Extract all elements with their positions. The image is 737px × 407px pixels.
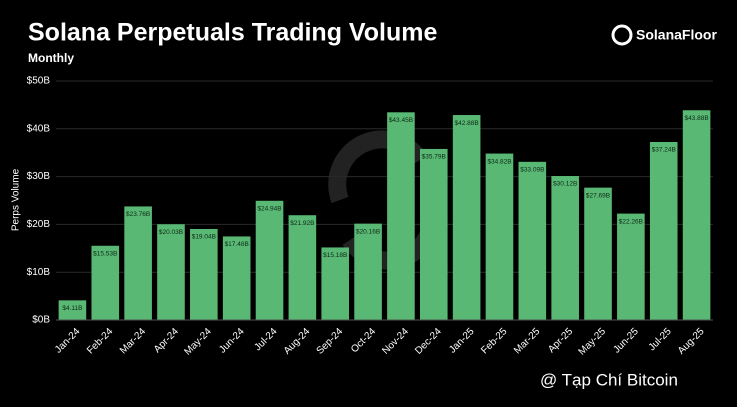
y-axis-label: Perps Volume	[11, 168, 22, 231]
bar	[584, 187, 612, 320]
bar	[255, 200, 284, 320]
value-label: $20.03B	[159, 229, 183, 236]
value-label: $20.16B	[356, 228, 380, 235]
value-label: $37.24B	[652, 147, 676, 154]
value-label: $34.82B	[487, 158, 511, 165]
value-label: $33.09B	[520, 167, 544, 174]
bar	[190, 228, 218, 320]
bar	[649, 141, 678, 320]
bar	[157, 224, 185, 320]
bar	[354, 223, 382, 320]
bar	[551, 176, 579, 320]
bar	[222, 236, 251, 320]
brand-name: SolanaFloor	[636, 27, 717, 43]
value-label: $27.69B	[586, 192, 610, 199]
y-tick-label: $40B	[27, 123, 51, 134]
y-tick-label: $50B	[27, 76, 51, 87]
value-label: $43.45B	[389, 117, 413, 124]
chart-title: Solana Perpetuals Trading Volume	[28, 19, 437, 47]
brand-logo: SolanaFloor	[611, 24, 717, 46]
bar	[387, 112, 415, 321]
bar	[485, 153, 514, 320]
value-label: $22.26B	[619, 218, 643, 225]
value-label: $35.79B	[422, 154, 446, 161]
bar	[288, 215, 317, 320]
value-label: $4.11B	[62, 305, 82, 312]
value-label: $42.88B	[455, 120, 479, 127]
value-label: $21.92B	[290, 220, 314, 227]
bar	[124, 206, 152, 320]
watermark: @ Tạp Chí Bitcoin	[540, 370, 678, 389]
value-label: $23.76B	[126, 211, 150, 218]
value-label: $19.04B	[192, 234, 216, 241]
value-label: $17.48B	[225, 241, 249, 248]
bar	[419, 148, 448, 320]
bar	[58, 300, 87, 320]
bar	[321, 247, 350, 320]
chart-subtitle: Monthly	[28, 51, 74, 65]
y-tick-label: $20B	[27, 219, 51, 230]
bar	[452, 115, 481, 320]
value-label: $15.18B	[323, 252, 347, 259]
y-tick-label: $10B	[27, 267, 51, 278]
bar	[617, 213, 645, 320]
value-label: $15.53B	[93, 250, 117, 257]
bar	[682, 110, 711, 320]
value-label: $30.12B	[553, 181, 577, 188]
y-tick-label: $0B	[32, 315, 50, 326]
value-label: $24.94B	[257, 206, 281, 213]
value-label: $43.88B	[684, 115, 708, 122]
bar	[91, 245, 120, 320]
y-tick-label: $30B	[27, 171, 51, 182]
bar	[518, 161, 547, 320]
